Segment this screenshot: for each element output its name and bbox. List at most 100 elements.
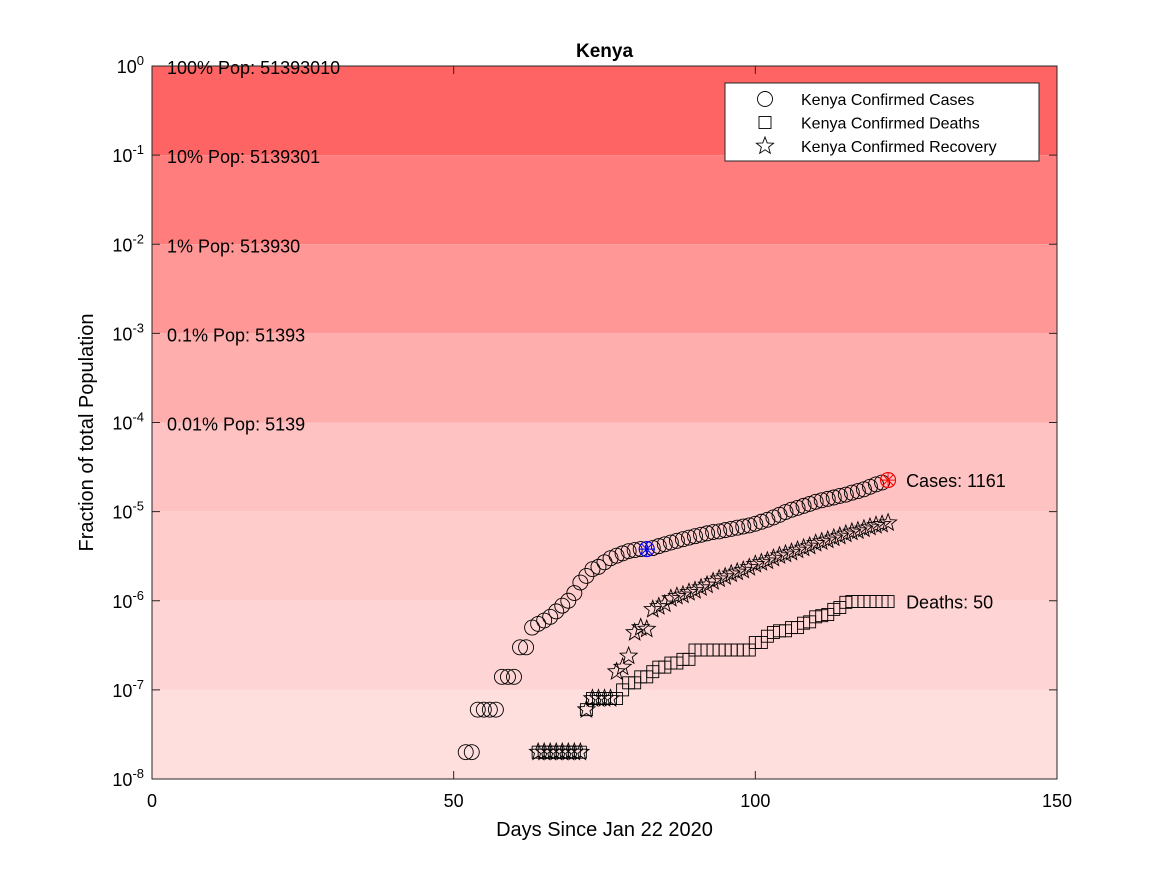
population-band (152, 244, 1057, 334)
legend-entry-label: Kenya Confirmed Recovery (801, 139, 997, 156)
axes: 0 50 100 150 10-8 10-7 10-6 10-5 10-4 10-3 10-2 10-… (112, 53, 1072, 811)
circle-point (789, 499, 806, 516)
x-tick-label: 0 (147, 791, 157, 811)
legend-square-icon (758, 116, 772, 129)
star-point (848, 520, 868, 540)
series-star (528, 512, 898, 761)
circle-point (729, 519, 746, 536)
circle-point (699, 525, 716, 542)
circle-point (849, 483, 866, 500)
circle-point (506, 668, 522, 685)
band-label: 1% Pop: 513930 (167, 236, 300, 256)
legend-entry-label: Kenya Confirmed Deaths (801, 116, 980, 133)
highlight-markers (638, 472, 897, 558)
star-point (709, 568, 729, 588)
end-annotation: Deaths: 50 (906, 593, 993, 613)
star-point (775, 543, 796, 563)
y-axis-title: Fraction of total Population (76, 314, 98, 552)
population-band (152, 511, 1057, 601)
circle-point (500, 668, 516, 685)
star-point (642, 599, 663, 618)
circle-point (807, 493, 824, 510)
population-band (152, 422, 1057, 512)
end-annotation: Cases: 1161 (906, 471, 1006, 491)
highlight-marker (638, 541, 655, 558)
star-point (781, 541, 802, 561)
highlight-marker (880, 472, 897, 489)
circle-point (518, 639, 535, 656)
data-series (457, 472, 898, 761)
circle-point (463, 744, 480, 761)
highlight-ray (640, 543, 653, 556)
circle-point (650, 538, 667, 555)
circle-point (843, 484, 860, 501)
series-square (531, 595, 895, 759)
circle-point (487, 701, 504, 718)
circle-point (475, 701, 492, 718)
legend: Kenya Confirmed Cases Kenya Confirmed Dea… (724, 82, 1040, 162)
population-bands (152, 66, 1057, 779)
star-point (679, 582, 699, 601)
circle-point (457, 744, 474, 761)
legend-box (724, 82, 1040, 162)
circle-point (837, 486, 854, 503)
circle-point (723, 520, 740, 537)
star-point (787, 539, 808, 559)
star-point (570, 741, 591, 761)
band-label: 0.1% Pop: 51393 (167, 325, 305, 345)
circle-point (662, 534, 679, 551)
circle-point (693, 526, 709, 543)
star-point (739, 557, 760, 576)
star-point (878, 512, 898, 532)
star-point (606, 661, 627, 680)
circle-point (741, 517, 758, 534)
band-label: 0.01% Pop: 5139 (167, 415, 305, 435)
circle-point (687, 528, 703, 545)
legend-entry-label: Kenya Confirmed Cases (801, 92, 974, 109)
y-tick-label: 100 (117, 53, 144, 77)
star-point (823, 527, 844, 547)
x-tick-label: 100 (740, 791, 770, 811)
star-point (872, 514, 892, 533)
circle-point (656, 536, 673, 553)
y-tick-label: 10-4 (112, 410, 144, 434)
circle-point (813, 492, 830, 509)
star-point (757, 550, 778, 570)
star-point (630, 617, 651, 636)
y-tick-label: 10-7 (112, 677, 144, 701)
star-point (661, 588, 681, 607)
circle-point (711, 523, 728, 540)
circle-point (596, 554, 613, 571)
square-point (881, 595, 895, 608)
circle-point (777, 504, 794, 520)
star-point (793, 537, 814, 557)
circle-point (572, 574, 589, 591)
star-point (733, 559, 754, 579)
circle-point (668, 532, 685, 549)
circle-point (674, 531, 691, 548)
circle-point (819, 490, 836, 507)
circle-point (590, 558, 607, 575)
circle-point (469, 701, 486, 718)
circle-point (554, 597, 571, 614)
star-point (805, 533, 826, 552)
star-point (612, 656, 633, 676)
series-circle (457, 472, 897, 761)
y-tick-label: 10-2 (112, 231, 144, 255)
circle-point (705, 524, 722, 540)
star-point (842, 521, 862, 541)
x-axis-title: Days Since Jan 22 2020 (496, 819, 713, 841)
star-point (667, 586, 687, 605)
circle-point (795, 497, 812, 514)
circle-point (783, 501, 800, 518)
star-point (836, 523, 856, 543)
star-point (769, 545, 790, 565)
circle-point (825, 489, 842, 506)
y-tick-label: 10-1 (112, 142, 144, 166)
circle-point (753, 513, 770, 530)
band-label: 10% Pop: 5139301 (167, 147, 320, 167)
population-band (152, 155, 1057, 245)
star-point (854, 518, 874, 538)
y-tick-label: 10-3 (112, 320, 144, 344)
star-point (745, 554, 766, 573)
